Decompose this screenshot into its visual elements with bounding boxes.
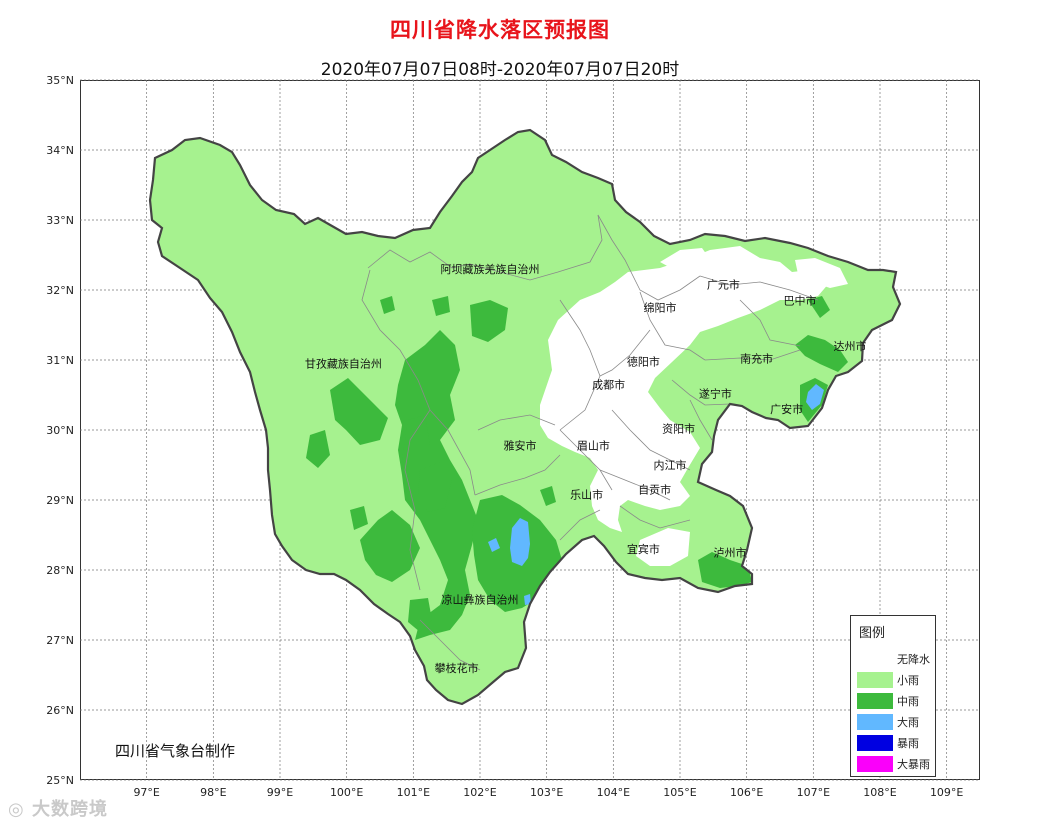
- lon-tick-label: 108°E: [863, 786, 896, 799]
- axis-labels: 35°N 34°N 33°N 32°N 31°N 30°N 29°N 28°N 27°N 26°N…: [46, 74, 963, 799]
- legend-swatch: [857, 714, 893, 730]
- city-label: 雅安市: [504, 438, 537, 452]
- legend-title: 图例: [859, 626, 886, 641]
- lon-tick-label: 101°E: [397, 786, 430, 799]
- moderate-rain-areas: [306, 296, 848, 640]
- city-label: 南充市: [740, 352, 773, 366]
- legend-swatch: [857, 651, 893, 667]
- map-title: 四川省降水落区预报图: [390, 18, 610, 42]
- legend-swatch: [857, 756, 893, 772]
- city-label: 广元市: [707, 277, 740, 291]
- city-label: 巴中市: [784, 294, 817, 308]
- lon-tick-label: 103°E: [530, 786, 563, 799]
- lon-tick-label: 97°E: [133, 786, 159, 799]
- city-label: 乐山市: [570, 487, 603, 501]
- city-label: 绵阳市: [644, 301, 677, 315]
- city-label: 凉山彝族自治州: [442, 592, 519, 606]
- city-label: 泸州市: [714, 546, 747, 560]
- lon-tick-label: 102°E: [463, 786, 496, 799]
- city-label: 德阳市: [627, 354, 660, 368]
- legend-label: 大暴雨: [897, 758, 930, 771]
- city-label: 攀枝花市: [435, 661, 479, 675]
- lon-tick-label: 107°E: [797, 786, 830, 799]
- legend-label: 无降水: [897, 653, 930, 666]
- legend-item: 暴雨: [856, 734, 934, 752]
- lat-tick-label: 28°N: [46, 564, 74, 577]
- legend-item: 无降水: [856, 650, 934, 668]
- lat-tick-label: 27°N: [46, 634, 74, 647]
- lat-tick-label: 33°N: [46, 214, 74, 227]
- legend-swatch: [857, 693, 893, 709]
- legend-item: 大雨: [856, 713, 934, 731]
- lon-tick-label: 109°E: [930, 786, 963, 799]
- lat-tick-label: 34°N: [46, 144, 74, 157]
- legend-item: 小雨: [856, 671, 934, 689]
- city-label: 甘孜藏族自治州: [305, 357, 382, 371]
- legend-label: 中雨: [897, 695, 919, 708]
- city-label: 达州市: [834, 339, 867, 353]
- legend-swatch: [857, 735, 893, 751]
- legend-label: 大雨: [897, 716, 919, 729]
- heavy-rain-areas: [488, 384, 824, 605]
- legend-label: 暴雨: [897, 737, 919, 750]
- lon-tick-label: 100°E: [330, 786, 363, 799]
- lon-tick-label: 99°E: [267, 786, 293, 799]
- lat-tick-label: 29°N: [46, 494, 74, 507]
- lat-tick-label: 30°N: [46, 424, 74, 437]
- legend-item: 中雨: [856, 692, 934, 710]
- admin-boundaries: [361, 214, 819, 671]
- no-rain-area-east: [540, 246, 830, 532]
- lon-tick-label: 104°E: [597, 786, 630, 799]
- watermark: ◎ 大数跨境: [8, 795, 108, 821]
- city-label: 自贡市: [638, 483, 671, 497]
- city-label: 阿坝藏族羌族自治州: [441, 262, 540, 276]
- no-rain-area-ne: [795, 258, 848, 288]
- city-label: 成都市: [592, 378, 625, 392]
- watermark-logo-icon: ◎: [8, 799, 32, 820]
- no-rain-area-north: [660, 248, 712, 274]
- legend-swatch: [857, 672, 893, 688]
- lat-tick-label: 25°N: [46, 774, 74, 787]
- watermark-text: 大数跨境: [31, 799, 108, 820]
- lon-tick-label: 98°E: [200, 786, 226, 799]
- map-legend: 图例 无降水小雨中雨大雨暴雨大暴雨: [850, 615, 936, 777]
- lat-tick-label: 26°N: [46, 704, 74, 717]
- lon-tick-label: 106°E: [730, 786, 763, 799]
- lon-tick-label: 105°E: [663, 786, 696, 799]
- legend-item: 大暴雨: [856, 755, 934, 773]
- city-label: 内江市: [654, 458, 687, 472]
- city-label: 广安市: [770, 402, 803, 416]
- map-subtitle: 2020年07月07日08时-2020年07月07日20时: [320, 60, 680, 80]
- no-rain-area-s: [636, 528, 690, 566]
- city-label: 宜宾市: [627, 542, 660, 556]
- lat-tick-label: 31°N: [46, 354, 74, 367]
- lat-tick-label: 35°N: [46, 74, 74, 87]
- city-label: 资阳市: [662, 422, 695, 436]
- lat-tick-label: 32°N: [46, 284, 74, 297]
- producer-credit: 四川省气象台制作: [115, 742, 236, 760]
- city-label: 遂宁市: [699, 387, 732, 401]
- legend-label: 小雨: [897, 674, 919, 687]
- city-label: 眉山市: [577, 438, 610, 452]
